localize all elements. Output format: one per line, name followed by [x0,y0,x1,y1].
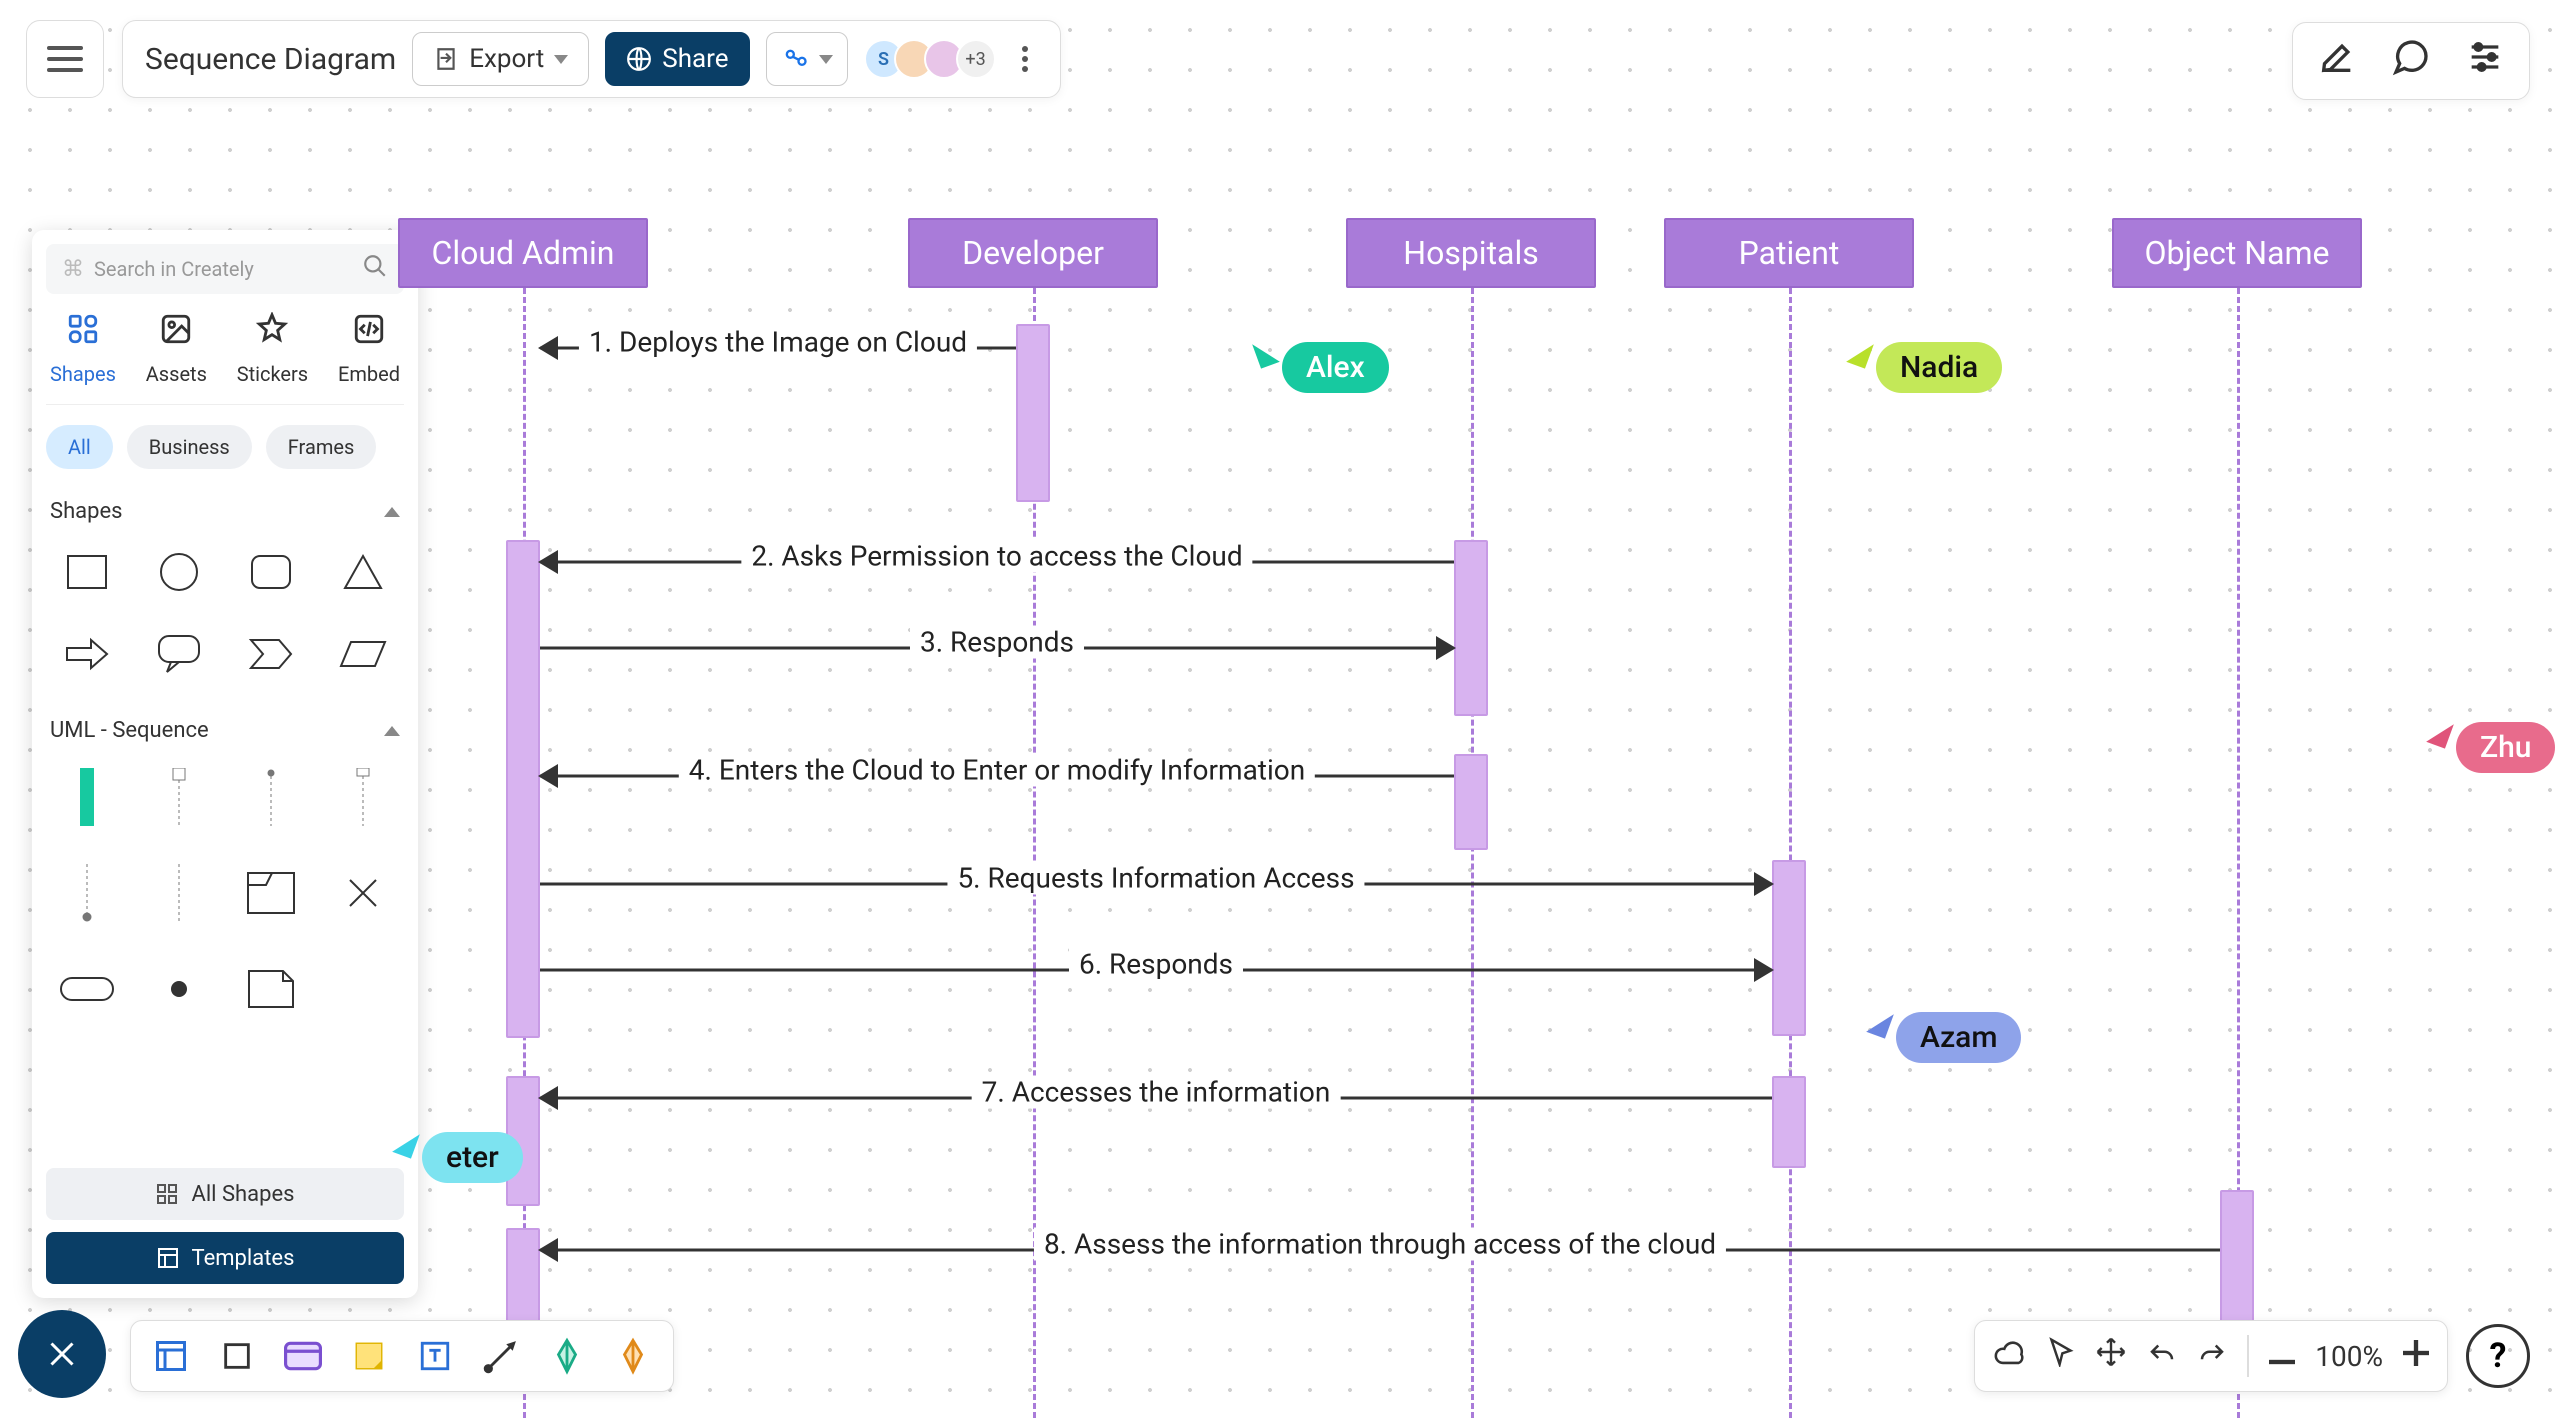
collaborator-cursor: Azam [1870,1010,2021,1064]
activation-cloud_admin[interactable] [506,540,540,1038]
activation-patient[interactable] [1772,860,1806,1036]
cursor-icon [1846,337,1874,368]
activation-developer[interactable] [1016,324,1050,502]
pointer-icon[interactable] [2047,1337,2075,1375]
card-tool[interactable] [281,1334,325,1378]
text-tool[interactable] [413,1334,457,1378]
message-label: 6. Responds [1069,948,1243,981]
collaborator-cursor: Alex [1256,340,1389,394]
close-fab[interactable] [18,1310,106,1398]
collaborator-name: Alex [1282,342,1389,393]
collaborator-name: Zhu [2456,722,2555,773]
collaborator-name: Azam [1896,1012,2021,1063]
zoom-in-icon[interactable] [2403,1339,2429,1374]
cursor-icon [1866,1007,1894,1038]
bottom-right-toolbar: 100% ? [1974,1320,2530,1392]
arrow-head-icon [538,550,558,574]
zoom-out-icon[interactable] [2269,1339,2295,1374]
cursor-icon [2426,717,2454,748]
arrow-head-icon [1754,872,1774,896]
connector-tool[interactable] [479,1334,523,1378]
message-label: 3. Responds [910,626,1084,659]
message-label: 8. Assess the information through access… [1034,1228,1726,1261]
actor-developer[interactable]: Developer [908,218,1158,288]
help-button[interactable]: ? [2466,1324,2530,1388]
message-label: 2. Asks Permission to access the Cloud [741,540,1252,573]
close-icon [44,1336,80,1372]
activation-patient[interactable] [1772,1076,1806,1168]
arrow-head-icon [1754,958,1774,982]
collaborator-cursor: Nadia [1850,340,2002,394]
actor-object[interactable]: Object Name [2112,218,2362,288]
frame-tool[interactable] [149,1334,193,1378]
collaborator-name: Nadia [1876,342,2002,393]
activation-hospitals[interactable] [1454,540,1488,716]
divider [2247,1335,2249,1377]
message-label: 4. Enters the Cloud to Enter or modify I… [679,754,1315,787]
arrow-head-icon [1436,636,1456,660]
cloud-sync-icon[interactable] [1993,1339,2027,1374]
arrow-head-icon [538,1238,558,1262]
actor-hospitals[interactable]: Hospitals [1346,218,1596,288]
arrow-head-icon [538,764,558,788]
diagram-canvas[interactable]: Cloud Admin Developer Hospitals Patient Obje… [0,0,2560,1418]
message-label: 5. Requests Information Access [947,862,1364,895]
undo-icon[interactable] [2147,1339,2177,1374]
actor-patient[interactable]: Patient [1664,218,1914,288]
highlighter-tool[interactable] [611,1334,655,1378]
collaborator-cursor: Zhu [2430,720,2555,774]
move-icon[interactable] [2095,1336,2127,1376]
message-label: 7. Accesses the information [972,1076,1341,1109]
redo-icon[interactable] [2197,1339,2227,1374]
pen-tool[interactable] [545,1334,589,1378]
arrow-head-icon [538,1086,558,1110]
activation-cloud_admin[interactable] [506,1076,540,1206]
collaborator-cursor: eter [396,1130,523,1184]
message-label: 1. Deploys the Image on Cloud [579,326,977,359]
actor-cloud_admin[interactable]: Cloud Admin [398,218,648,288]
zoom-level[interactable]: 100% [2315,1340,2383,1373]
cursor-icon [1252,337,1280,368]
nav-group: 100% [1974,1320,2448,1392]
bottom-toolbar [130,1320,674,1392]
arrow-head-icon [538,336,558,360]
activation-hospitals[interactable] [1454,754,1488,850]
sticky-tool[interactable] [347,1334,391,1378]
cursor-icon [392,1127,420,1158]
rect-tool[interactable] [215,1334,259,1378]
